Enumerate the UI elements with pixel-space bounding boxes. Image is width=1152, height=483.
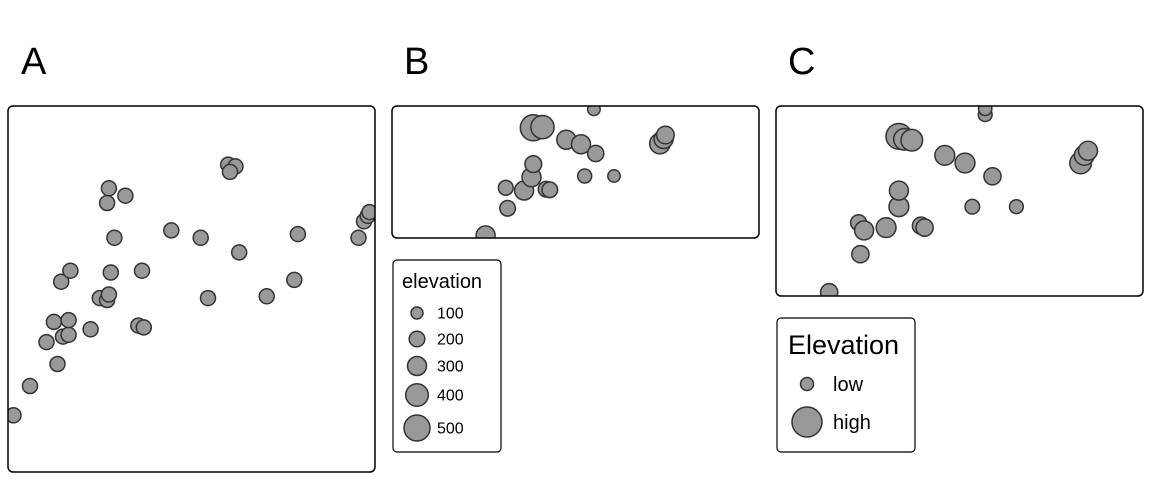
panel-b-frame — [391, 105, 760, 239]
data-point — [541, 181, 559, 199]
panel-label-c: C — [788, 41, 815, 83]
panel-a-points — [8, 156, 375, 424]
data-point — [258, 288, 275, 305]
data-point — [915, 218, 934, 237]
data-point — [100, 286, 118, 303]
legend-c-label: low — [833, 374, 864, 396]
data-point — [900, 128, 924, 152]
legend-b-entries: 100 200 300 400 500 — [403, 306, 464, 442]
data-point — [289, 225, 307, 243]
panel-label-b: B — [404, 41, 429, 83]
data-point — [350, 229, 367, 247]
data-point — [607, 169, 621, 183]
data-point — [499, 199, 517, 217]
panel-c-frame — [775, 105, 1144, 297]
data-point — [21, 377, 39, 395]
data-point — [82, 321, 99, 338]
data-point — [199, 289, 217, 307]
data-point — [135, 319, 153, 336]
data-point — [60, 311, 77, 329]
data-point — [964, 198, 981, 215]
panel-c — [775, 105, 1144, 297]
data-point — [875, 216, 897, 239]
legend-b-key — [410, 306, 424, 320]
legend-b-label: 100 — [437, 306, 464, 323]
data-point — [286, 271, 303, 289]
data-point — [45, 313, 63, 331]
data-point — [98, 194, 116, 212]
data-point — [570, 134, 592, 155]
data-point — [106, 229, 123, 247]
legend-elevation-lowhigh: Elevation low high — [776, 317, 916, 453]
data-point — [934, 144, 956, 167]
legend-c-label: high — [833, 412, 871, 434]
data-point — [1008, 199, 1025, 215]
panel-c-points — [819, 106, 1099, 296]
data-point — [60, 326, 77, 344]
data-point — [62, 262, 79, 279]
data-point — [221, 163, 239, 181]
panel-a-frame — [7, 105, 376, 473]
data-point — [133, 262, 151, 279]
data-point — [983, 166, 1002, 186]
data-point — [163, 222, 180, 239]
data-point — [361, 203, 375, 221]
legend-b-title: elevation — [402, 271, 482, 293]
legend-b-label: 400 — [437, 388, 464, 405]
data-point — [117, 187, 134, 204]
data-point — [655, 125, 675, 145]
panel-label-a: A — [21, 41, 47, 83]
legend-c-key — [799, 376, 815, 392]
data-point — [586, 106, 601, 117]
data-point — [49, 355, 66, 373]
data-point — [530, 114, 555, 140]
data-point — [102, 264, 120, 281]
data-point — [8, 407, 22, 424]
legend-c-entries: low high — [791, 374, 871, 438]
data-point — [52, 273, 70, 290]
legend-b-key — [406, 355, 428, 377]
legend-c-key — [791, 406, 823, 438]
legend-b-label: 300 — [437, 359, 464, 376]
legend-b-key — [403, 414, 431, 442]
legend-b-label: 200 — [437, 332, 464, 349]
panel-a — [7, 105, 376, 473]
data-point — [497, 179, 514, 196]
data-point — [819, 282, 839, 296]
data-point — [576, 168, 593, 184]
legend-b-key — [408, 330, 426, 348]
data-point — [586, 144, 605, 163]
data-point — [475, 225, 496, 238]
legend-b-label: 500 — [437, 421, 464, 438]
legend-c-title: Elevation — [788, 330, 899, 360]
data-point — [888, 180, 910, 201]
data-point — [1077, 140, 1099, 161]
data-point — [954, 152, 976, 174]
data-point — [524, 154, 543, 174]
legend-b-key — [404, 382, 430, 408]
data-point — [853, 220, 875, 241]
panel-b-points — [475, 106, 675, 238]
data-point — [851, 244, 870, 264]
data-point — [100, 180, 118, 197]
data-point — [230, 244, 248, 261]
panel-b — [391, 105, 760, 239]
data-point — [977, 106, 993, 117]
data-point — [192, 229, 209, 247]
data-point — [38, 333, 55, 351]
legend-elevation: elevation 100 200 300 400 500 — [392, 259, 502, 453]
